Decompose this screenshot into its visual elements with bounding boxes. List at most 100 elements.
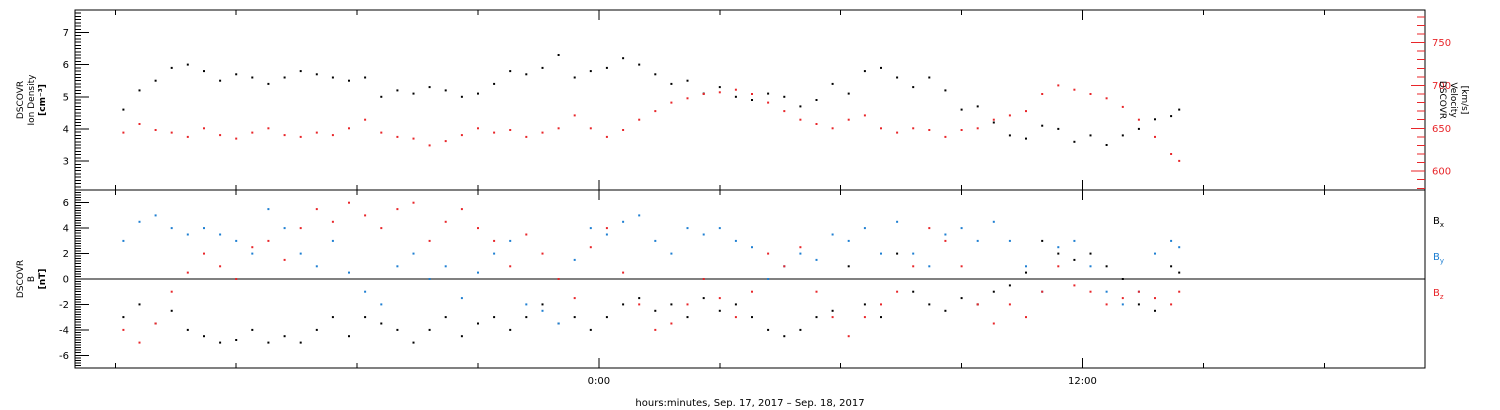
point-bottom-0-39 xyxy=(751,316,753,319)
point-bottom-2-3 xyxy=(170,290,173,293)
point-bottom-2-34 xyxy=(670,322,673,325)
point-bottom-0-32 xyxy=(638,297,641,300)
point-top-1-17 xyxy=(396,135,399,138)
point-bottom-1-45 xyxy=(847,239,850,242)
point-top-1-40 xyxy=(767,101,770,104)
point-bottom-1-0 xyxy=(122,239,125,242)
right-axis-label-2: [km/s] xyxy=(1459,86,1469,115)
point-bottom-1-46 xyxy=(863,227,866,230)
point-bottom-2-44 xyxy=(831,316,834,319)
point-top-0-25 xyxy=(525,73,528,76)
point-top-0-66 xyxy=(1178,108,1181,111)
point-bottom-1-31 xyxy=(622,220,625,223)
point-top-1-12 xyxy=(315,131,318,134)
point-bottom-2-66 xyxy=(1178,290,1181,293)
point-top-0-19 xyxy=(428,86,431,89)
point-top-0-48 xyxy=(896,76,899,79)
point-bottom-2-51 xyxy=(944,239,947,242)
point-top-0-65 xyxy=(1170,115,1173,118)
point-bottom-1-10 xyxy=(283,227,286,230)
point-top-1-25 xyxy=(525,135,528,138)
point-bottom-1-55 xyxy=(1008,239,1011,242)
point-top-0-9 xyxy=(267,82,270,85)
point-top-1-54 xyxy=(992,118,995,121)
point-bottom-1-42 xyxy=(799,252,802,255)
point-top-0-11 xyxy=(299,70,302,73)
point-bottom-0-37 xyxy=(718,309,721,312)
left-tick-label-bottom-0: -6 xyxy=(59,351,69,362)
point-top-1-36 xyxy=(702,93,705,95)
point-bottom-1-52 xyxy=(960,227,963,230)
point-bottom-2-32 xyxy=(638,303,641,306)
point-bottom-0-66 xyxy=(1178,271,1181,274)
point-top-0-7 xyxy=(235,73,238,76)
point-bottom-0-16 xyxy=(380,322,383,325)
point-bottom-2-35 xyxy=(686,303,689,306)
point-top-1-49 xyxy=(912,127,915,130)
point-top-0-52 xyxy=(960,108,963,111)
point-bottom-1-38 xyxy=(734,239,737,242)
point-bottom-0-7 xyxy=(235,339,238,341)
point-top-0-31 xyxy=(622,57,625,60)
point-bottom-1-30 xyxy=(605,233,608,236)
point-bottom-1-56 xyxy=(1025,265,1027,268)
point-bottom-2-60 xyxy=(1089,290,1092,293)
point-top-0-35 xyxy=(686,79,689,82)
point-top-0-54 xyxy=(992,121,995,124)
x-axis-label: hours:minutes, Sep. 17, 2017 – Sep. 18, … xyxy=(635,398,864,409)
point-bottom-0-36 xyxy=(702,297,705,300)
point-top-0-6 xyxy=(219,79,222,82)
point-bottom-0-59 xyxy=(1073,258,1076,261)
point-bottom-0-60 xyxy=(1089,252,1092,255)
point-top-1-34 xyxy=(670,101,673,104)
point-top-0-62 xyxy=(1121,134,1124,137)
point-top-1-63 xyxy=(1137,118,1140,121)
point-bottom-0-35 xyxy=(686,316,689,319)
point-top-0-34 xyxy=(670,82,673,85)
point-bottom-0-56 xyxy=(1025,271,1027,274)
point-bottom-0-40 xyxy=(767,328,770,331)
point-bottom-1-37 xyxy=(718,227,721,230)
point-bottom-1-61 xyxy=(1105,290,1108,293)
point-top-0-46 xyxy=(863,70,866,73)
point-bottom-2-9 xyxy=(267,239,270,242)
point-bottom-1-40 xyxy=(767,278,770,280)
point-top-0-5 xyxy=(203,70,205,73)
point-top-1-48 xyxy=(896,131,899,134)
point-bottom-1-25 xyxy=(525,303,528,306)
point-bottom-0-1 xyxy=(138,303,141,306)
left-axis-label-bottom-1: B xyxy=(27,276,37,282)
point-bottom-1-7 xyxy=(235,239,238,242)
right-tick-label-3: 750 xyxy=(1432,38,1451,49)
point-bottom-0-50 xyxy=(928,303,931,306)
point-top-0-23 xyxy=(493,82,496,85)
legend-label-By: By xyxy=(1433,252,1444,265)
point-top-0-28 xyxy=(573,76,576,79)
point-top-0-37 xyxy=(718,86,721,89)
point-top-1-10 xyxy=(283,134,286,137)
left-tick-label-bottom-1: -4 xyxy=(59,325,69,336)
point-bottom-2-27 xyxy=(557,278,560,280)
point-top-0-60 xyxy=(1089,134,1092,137)
point-top-0-57 xyxy=(1041,124,1044,127)
point-bottom-1-16 xyxy=(380,303,383,306)
point-top-1-20 xyxy=(444,140,447,143)
point-bottom-0-3 xyxy=(170,309,173,312)
point-bottom-0-15 xyxy=(364,316,367,319)
point-bottom-0-18 xyxy=(412,341,415,344)
point-top-0-16 xyxy=(380,95,383,98)
point-bottom-1-50 xyxy=(928,265,931,268)
point-bottom-0-13 xyxy=(331,316,334,319)
point-bottom-1-8 xyxy=(251,252,254,255)
point-bottom-1-1 xyxy=(138,220,141,223)
point-top-1-5 xyxy=(203,127,205,130)
point-bottom-2-8 xyxy=(251,246,254,249)
point-bottom-2-0 xyxy=(122,328,125,331)
point-top-1-26 xyxy=(541,131,544,134)
point-bottom-0-65 xyxy=(1170,265,1173,268)
point-top-1-60 xyxy=(1089,93,1092,95)
point-top-0-30 xyxy=(605,66,608,69)
point-top-1-0 xyxy=(122,131,125,134)
point-top-1-56 xyxy=(1025,110,1027,113)
point-bottom-2-41 xyxy=(783,265,786,268)
